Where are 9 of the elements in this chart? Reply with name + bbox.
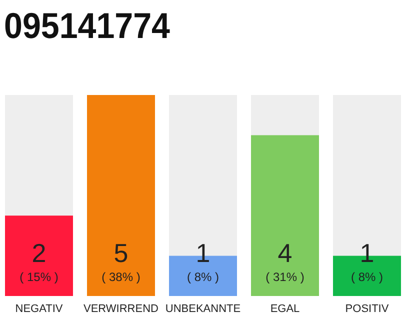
chart-title: 095141774 [4,5,184,46]
x-tick-label: NEGATIV [15,303,64,315]
x-tick-label: EGAL [270,303,300,315]
data-label: 5 ( 38% ) [102,238,140,284]
x-tick-label: UNBEKANNTE [165,303,241,315]
x-tick-label: VERWIRREND [84,303,159,315]
data-label: 2 ( 15% ) [20,238,58,284]
data-label: 4 ( 31% ) [266,238,304,284]
x-tick-label: POSITIV [345,303,390,315]
